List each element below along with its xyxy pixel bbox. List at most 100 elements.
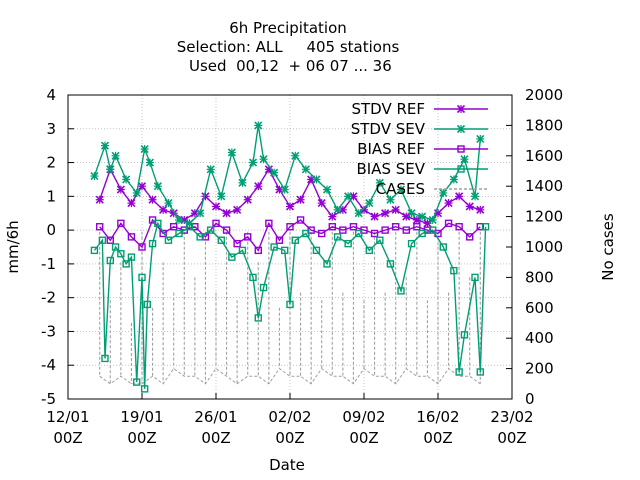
y-tick-label: 2 xyxy=(46,154,56,172)
point-square-marker xyxy=(207,226,215,234)
point-square-marker xyxy=(444,219,453,228)
point-square-marker xyxy=(238,246,247,255)
point-x-marker xyxy=(111,151,120,160)
point-x-marker xyxy=(375,178,384,187)
title-line-3: Used 00,12 + 06 07 ... 36 xyxy=(184,57,392,75)
y-tick-label: -2 xyxy=(41,289,56,307)
point-square-marker xyxy=(328,223,336,231)
point-square-marker xyxy=(323,260,331,268)
point-square-marker xyxy=(111,243,120,251)
point-square-marker xyxy=(481,223,490,231)
point-square-marker xyxy=(355,229,363,238)
point-square-marker xyxy=(407,239,416,248)
point-x-marker xyxy=(145,158,154,167)
y2-tick-label: 1600 xyxy=(525,147,563,165)
point-square-marker xyxy=(466,233,474,241)
point-square-marker xyxy=(164,236,173,244)
point-x-marker xyxy=(391,205,400,214)
point-x-marker xyxy=(428,215,437,225)
point-square-marker xyxy=(450,266,458,275)
point-x-marker xyxy=(322,185,332,194)
point-square-marker xyxy=(228,253,236,261)
point-x-marker xyxy=(153,182,162,191)
y2-tick-label: 1200 xyxy=(525,208,563,226)
point-square-marker xyxy=(127,233,136,241)
point-x-marker xyxy=(296,195,305,204)
point-square-marker xyxy=(392,223,400,231)
y-axis-ticks: 4 3 2 1 0 -1 -2 -3 -4 -5 xyxy=(41,86,74,408)
point-x-marker xyxy=(381,209,390,218)
point-square-marker xyxy=(244,233,252,241)
point-square-marker xyxy=(281,246,289,255)
point-square-marker xyxy=(376,236,384,244)
point-x-marker xyxy=(174,215,184,225)
point-square-marker xyxy=(455,368,463,376)
point-square-marker xyxy=(140,385,149,393)
point-square-marker xyxy=(339,226,347,234)
point-square-marker xyxy=(291,236,299,244)
point-x-marker xyxy=(291,151,300,160)
y2-tick-label: 2000 xyxy=(525,86,563,104)
point-x-marker xyxy=(402,212,411,221)
point-square-marker xyxy=(212,219,220,228)
point-x-marker xyxy=(132,188,141,198)
point-square-marker xyxy=(196,233,204,241)
point-x-marker xyxy=(386,195,395,204)
point-x-marker xyxy=(227,148,236,157)
point-x-marker xyxy=(222,209,231,218)
x-tick-label-time: 00Z xyxy=(275,429,304,447)
y-axis-label: mm/6h xyxy=(4,220,22,273)
point-square-marker xyxy=(471,273,479,282)
point-x-marker xyxy=(106,165,115,174)
y2-tick-label: 600 xyxy=(525,299,554,317)
point-x-marker xyxy=(456,124,466,134)
point-square-marker xyxy=(265,219,273,228)
point-x-marker xyxy=(439,188,448,198)
point-x-marker xyxy=(460,155,469,164)
point-square-marker xyxy=(370,229,379,238)
x-tick-label: 09/02 xyxy=(342,408,385,426)
point-x-marker xyxy=(211,202,221,211)
series-line-bias-ref xyxy=(99,218,481,252)
point-x-marker xyxy=(127,199,136,208)
y-tick-label: -1 xyxy=(41,255,56,273)
point-square-marker xyxy=(254,314,262,322)
y2-tick-label: 1400 xyxy=(525,177,563,195)
point-x-marker xyxy=(312,175,321,184)
point-square-marker xyxy=(138,243,146,251)
legend-label: CASES xyxy=(376,180,425,198)
x-tick-label-time: 00Z xyxy=(349,429,378,447)
point-square-marker xyxy=(386,260,395,268)
point-x-marker xyxy=(148,195,157,204)
series-stdv-sev xyxy=(90,121,485,228)
point-x-marker xyxy=(238,178,247,187)
x-tick-label: 16/02 xyxy=(416,408,459,426)
point-x-marker xyxy=(90,172,99,181)
point-square-marker xyxy=(122,260,130,268)
point-square-marker xyxy=(106,256,114,265)
point-x-marker xyxy=(344,192,353,201)
point-x-marker xyxy=(365,199,374,208)
point-x-marker xyxy=(476,205,485,214)
point-x-marker xyxy=(301,165,310,174)
title-line-2: Selection: ALL 405 stations xyxy=(177,38,400,56)
point-x-marker xyxy=(254,121,263,130)
point-square-marker xyxy=(233,239,241,248)
legend: STDV REF STDV SEV BIAS REF BIAS SEV CASES xyxy=(351,100,488,198)
point-square-marker xyxy=(460,331,469,339)
series-line-bias-sev xyxy=(93,221,487,389)
point-square-marker xyxy=(318,229,326,238)
point-square-marker xyxy=(217,236,225,244)
point-square-marker xyxy=(143,300,151,309)
point-x-marker xyxy=(100,141,110,150)
y2-tick-label: 1800 xyxy=(525,116,563,134)
point-square-marker xyxy=(101,354,109,363)
point-square-marker xyxy=(457,165,465,173)
y-tick-label: 4 xyxy=(46,86,56,104)
point-x-marker xyxy=(217,192,226,201)
point-x-marker xyxy=(465,202,474,211)
legend-label: BIAS SEV xyxy=(356,160,425,178)
point-x-marker xyxy=(243,195,252,204)
